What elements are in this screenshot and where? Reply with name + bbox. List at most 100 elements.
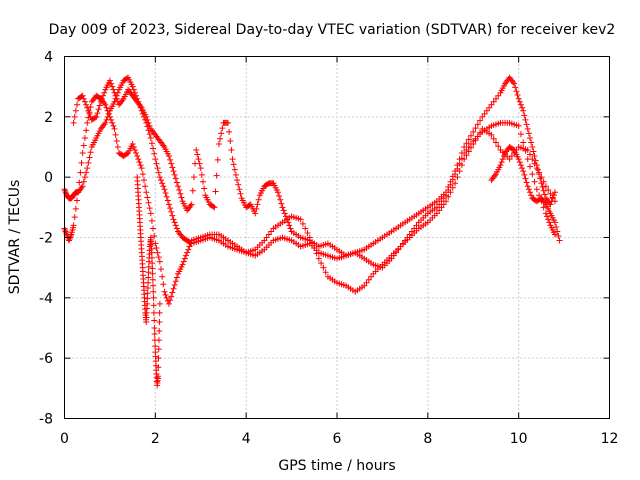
data-point-interp: [156, 309, 163, 316]
data-point-interp: [236, 186, 243, 193]
data-point-interp: [549, 194, 556, 201]
data-point: [533, 186, 540, 193]
data-point-interp: [87, 104, 94, 111]
data-point-interp: [195, 156, 202, 163]
data-point-interp: [512, 84, 519, 91]
y-tick-label: 4: [44, 50, 53, 66]
data-point-interp: [98, 95, 105, 102]
data-point-interp: [108, 80, 115, 87]
data-point: [470, 140, 477, 147]
data-point-interp: [198, 171, 205, 178]
data-point-interp: [146, 205, 153, 212]
data-point-interp: [150, 288, 157, 295]
data-point-interp: [73, 101, 80, 108]
data-point: [524, 183, 531, 190]
data-point: [215, 140, 222, 147]
data-point-interp: [481, 110, 488, 117]
data-point-interp: [285, 219, 292, 226]
data-point-interp: [86, 110, 93, 117]
data-point-interp: [150, 225, 157, 232]
data-point-interp: [368, 273, 375, 280]
data-point-interp: [522, 116, 529, 123]
data-point: [79, 150, 86, 157]
data-point: [511, 80, 518, 87]
data-point-interp: [523, 121, 530, 128]
data-point-interp: [530, 148, 537, 155]
data-point-interp: [167, 205, 174, 212]
data-point: [134, 153, 141, 160]
data-point-interp: [168, 293, 175, 300]
data-point-interp: [540, 204, 547, 211]
data-point-interp: [287, 225, 294, 232]
y-tick-label: -6: [39, 351, 53, 367]
data-point-interp: [514, 91, 521, 98]
data-point-interp: [527, 151, 534, 158]
data-point: [479, 113, 486, 120]
data-point-interp: [486, 104, 493, 111]
x-tick-label: 0: [60, 431, 69, 447]
data-point: [524, 147, 531, 154]
data-point-interp: [474, 133, 481, 140]
data-point: [129, 83, 136, 90]
data-point: [179, 261, 186, 268]
data-point-interp: [153, 160, 160, 167]
data-point-interp: [554, 228, 561, 235]
data-point: [520, 168, 527, 175]
data-point-interp: [286, 222, 293, 229]
data-point-interp: [194, 151, 201, 158]
x-tick-label: 12: [601, 431, 619, 447]
data-point-interp: [87, 149, 94, 156]
data-point-interp: [532, 157, 539, 164]
data-point-interp: [313, 250, 320, 257]
data-point-interp: [71, 113, 78, 120]
data-point-interp: [162, 190, 169, 197]
data-point-interp: [144, 285, 151, 292]
data-point-interp: [521, 171, 528, 178]
data-point-interp: [149, 265, 156, 272]
data-point-interp: [395, 246, 402, 253]
data-point-interp: [85, 107, 92, 114]
data-point-interp: [447, 181, 454, 188]
data-point-interp: [131, 147, 138, 154]
data-point-interp: [531, 153, 538, 160]
data-point: [152, 240, 159, 247]
data-point-interp: [276, 193, 283, 200]
data-point: [84, 165, 91, 172]
data-point-interp: [151, 317, 158, 324]
data-point-interp: [495, 92, 502, 99]
data-point-interp: [109, 119, 116, 126]
data-point-interp: [110, 122, 117, 129]
data-point: [234, 177, 241, 184]
data-point-interp: [217, 135, 224, 142]
data-point-interp: [190, 174, 197, 181]
data-point-interp: [538, 174, 545, 181]
data-point-interp: [320, 264, 327, 271]
data-point: [506, 156, 513, 163]
data-point-interp: [492, 95, 499, 102]
data-point-interp: [85, 159, 92, 166]
data-point: [452, 180, 459, 187]
data-point-interp: [214, 156, 221, 163]
data-point-interp: [541, 191, 548, 198]
data-point-interp: [171, 171, 178, 178]
data-point-interp: [500, 153, 507, 160]
data-point: [261, 237, 268, 244]
data-point: [552, 231, 558, 238]
data-point-interp: [472, 125, 479, 132]
data-point-interp: [218, 130, 225, 137]
data-point-interp: [151, 232, 158, 239]
data-point-interp: [509, 146, 516, 153]
data-point: [79, 183, 86, 190]
data-point: [129, 140, 136, 147]
data-point-interp: [255, 196, 262, 203]
data-point-interp: [280, 207, 287, 214]
data-point-interp: [178, 194, 185, 201]
data-point-interp: [499, 156, 506, 163]
data-point: [488, 131, 495, 138]
data-point-interp: [302, 225, 309, 232]
data-point-interp: [169, 212, 176, 219]
data-point-interp: [103, 104, 110, 111]
data-point-interp: [159, 180, 166, 187]
data-point-interp: [513, 88, 520, 95]
data-point-interp: [160, 281, 167, 288]
